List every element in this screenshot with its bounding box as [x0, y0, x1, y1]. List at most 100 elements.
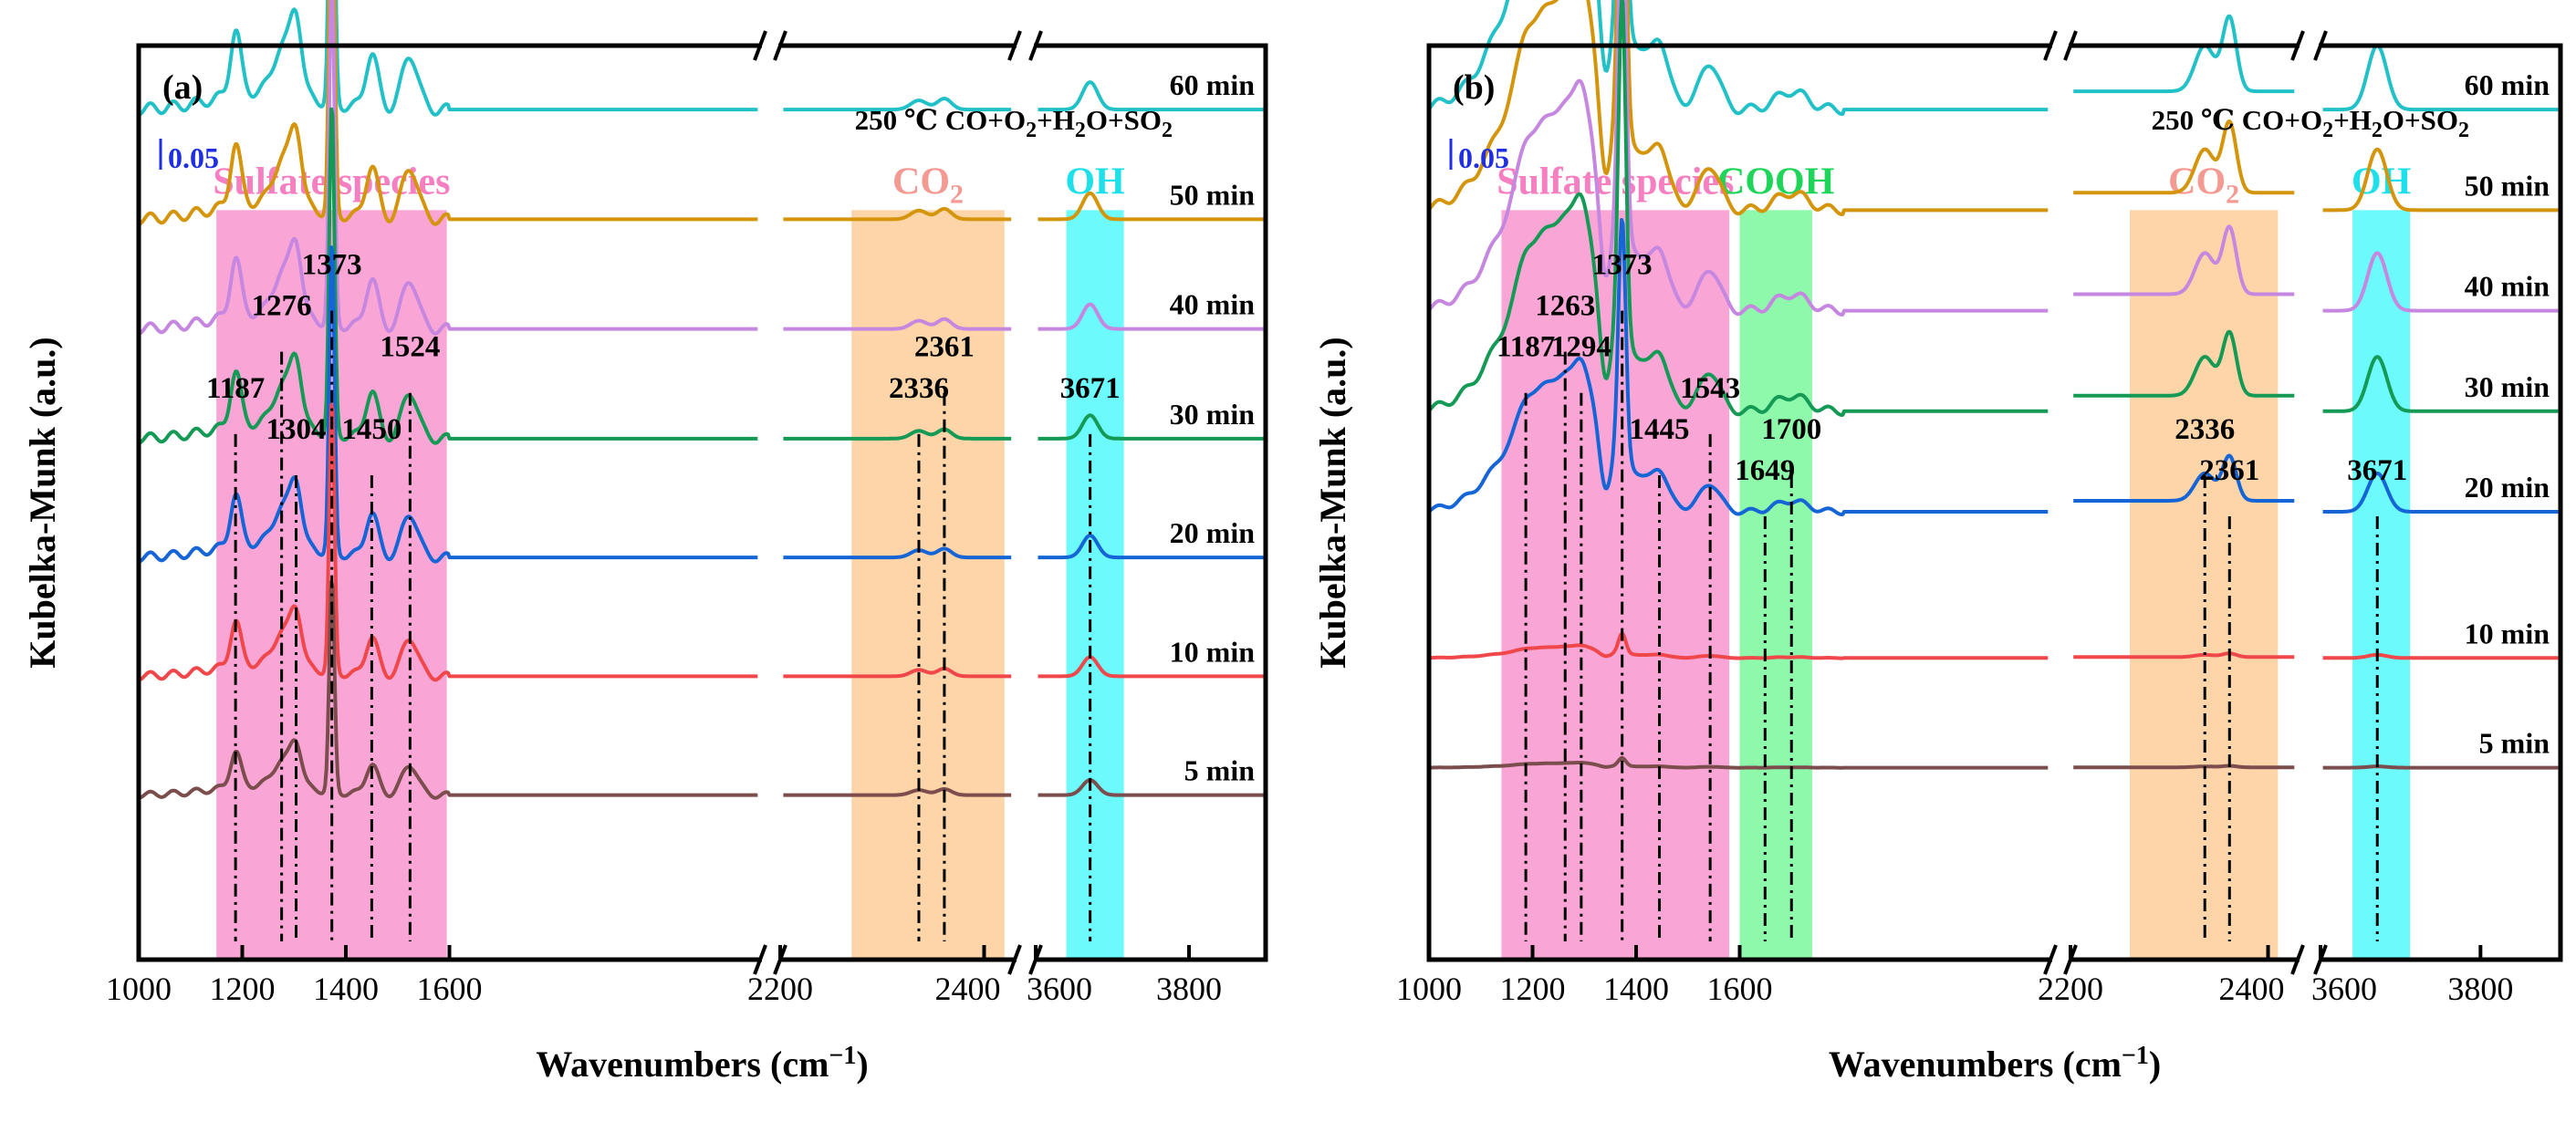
series-line [2071, 651, 2296, 660]
x-axis-label-sup: −1 [829, 1042, 856, 1070]
region-band [1739, 210, 1812, 961]
series-50-min: 50 min [1427, 0, 2560, 216]
series-line [1428, 755, 2049, 770]
series-line [138, 107, 758, 445]
peak-label: 1373 [1592, 249, 1653, 282]
series-line [1427, 0, 2049, 216]
x-tick-label: 2200 [2038, 971, 2103, 1007]
legend-label: 20 min [1170, 516, 1256, 549]
region-band [1501, 210, 1730, 961]
series-20-min: 20 min [138, 245, 1265, 564]
x-axis-label-main: Wavenumbers (cm [536, 1044, 829, 1085]
series-30-min: 30 min [138, 107, 1265, 445]
series-line [781, 206, 1013, 222]
x-tick-label: 1000 [106, 971, 172, 1007]
series-line [1037, 778, 1265, 797]
series-line [2321, 44, 2560, 112]
peak-label: 1649 [1735, 454, 1795, 487]
peak-label: 3671 [2347, 454, 2407, 487]
scale-bar-label: 0.05 [168, 141, 219, 174]
condition-label: 250 ℃ CO+O2+H2O+SO2 [855, 104, 1173, 142]
legend-label: 30 min [1170, 398, 1256, 431]
x-axis-label-end: ) [856, 1044, 868, 1085]
series-line [2321, 764, 2560, 770]
x-tick-label: 1600 [1707, 971, 1773, 1007]
series-5-min: 5 min [138, 579, 1265, 800]
series-line [138, 0, 758, 117]
x-tick-label: 2200 [747, 971, 813, 1007]
series-line [1428, 631, 2049, 660]
peak-label: 1373 [302, 249, 362, 282]
legend-label: 60 min [2465, 68, 2550, 101]
series-line [2071, 119, 2296, 195]
series-line [1037, 302, 1265, 331]
condition-part: 2 [2322, 119, 2333, 142]
axis-break-mark [2063, 30, 2078, 61]
axis-break-gap [2052, 40, 2069, 51]
series-40-min: 40 min [1427, 0, 2560, 317]
condition-part: 2 [2372, 119, 2383, 142]
axis-break-mark [2313, 30, 2328, 61]
series-5-min: 5 min [1428, 727, 2560, 770]
axis-break-mark [773, 30, 787, 61]
region-band [2352, 210, 2411, 961]
series-line [1427, 0, 2049, 116]
series-line [781, 666, 1013, 679]
x-tick-label: 1200 [210, 971, 276, 1007]
peak-label: 2336 [889, 372, 949, 405]
legend-label: 50 min [1170, 178, 1256, 211]
peak-label: 2361 [2199, 454, 2259, 487]
legend-label: 20 min [2465, 471, 2550, 504]
x-axis-label-end: ) [2149, 1044, 2161, 1085]
condition-label: 250 ℃ CO+O2+H2O+SO2 [2152, 104, 2469, 142]
series-40-min: 40 min [138, 0, 1265, 336]
axis-break-gap [762, 40, 778, 51]
series-line [2321, 355, 2560, 413]
legend-label: 50 min [2465, 169, 2550, 202]
peak-label: 1187 [206, 372, 265, 405]
axis-break-mark [1007, 944, 1022, 975]
peak-label: 1294 [1551, 331, 1611, 364]
peak-label: 2336 [2174, 413, 2235, 446]
series-line [781, 787, 1013, 797]
legend-label: 10 min [1170, 635, 1256, 668]
series-line [2071, 329, 2296, 398]
peak-label: 1445 [1630, 413, 1690, 446]
peak-label: 1263 [1535, 290, 1595, 323]
peak-label: 3671 [1060, 372, 1121, 405]
condition-part: 250 ℃ CO+O [2152, 104, 2322, 136]
series-line [2321, 471, 2560, 514]
axis-break-gap [2300, 40, 2319, 51]
series-line [781, 427, 1013, 441]
series-20-min: 20 min [1427, 218, 2560, 516]
x-tick-label: 3600 [1027, 971, 1092, 1007]
x-axis-label: Wavenumbers (cm−1) [1829, 1042, 2161, 1085]
region-label: CO2 [892, 161, 964, 209]
condition-part: 2 [1075, 119, 1086, 142]
x-tick-label: 1200 [1500, 971, 1566, 1007]
x-tick-label: 1600 [417, 971, 483, 1007]
series-line [1427, 0, 2049, 317]
series-line [138, 0, 758, 336]
region-band [1066, 210, 1124, 961]
axis-break-mark [1007, 30, 1022, 61]
x-tick-label: 3600 [2311, 971, 2377, 1007]
peak-label: 1543 [1680, 372, 1740, 405]
axis-break-mark [2043, 30, 2058, 61]
axis-break-mark [2290, 944, 2305, 975]
series-line [2321, 251, 2560, 313]
series-50-min: 50 min [138, 0, 1265, 226]
region-label-text: CO [2168, 161, 2226, 203]
axis-break-mark [753, 30, 767, 61]
y-axis-label: Kubelka-Munk (a.u.) [1312, 337, 1353, 668]
axis-break-gap [2300, 954, 2319, 965]
peak-label: 1700 [1761, 413, 1821, 446]
series-60-min: 60 min [138, 0, 1265, 117]
series-line [2321, 147, 2560, 213]
series-line [138, 402, 758, 682]
series-line [781, 97, 1013, 112]
axis-break-gap [1017, 954, 1034, 965]
panel-label: (b) [1453, 68, 1495, 107]
